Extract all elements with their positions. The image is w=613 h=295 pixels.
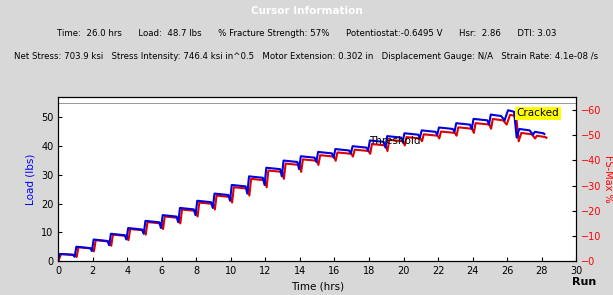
Text: Cursor Information: Cursor Information: [251, 6, 362, 16]
Y-axis label: Load (lbs): Load (lbs): [26, 153, 36, 205]
Text: Run: Run: [572, 278, 596, 287]
Text: Cracked: Cracked: [517, 108, 559, 118]
Text: Time:  26.0 hrs      Load:  48.7 lbs      % Fracture Strength: 57%      Potentio: Time: 26.0 hrs Load: 48.7 lbs % Fracture…: [57, 30, 556, 38]
Text: Threshold: Threshold: [369, 136, 421, 146]
Text: Net Stress: 703.9 ksi   Stress Intensity: 746.4 ksi in^0.5   Motor Extension: 0.: Net Stress: 703.9 ksi Stress Intensity: …: [15, 52, 598, 60]
Y-axis label: FS-Max %: FS-Max %: [603, 155, 612, 203]
X-axis label: Time (hrs): Time (hrs): [291, 281, 344, 291]
